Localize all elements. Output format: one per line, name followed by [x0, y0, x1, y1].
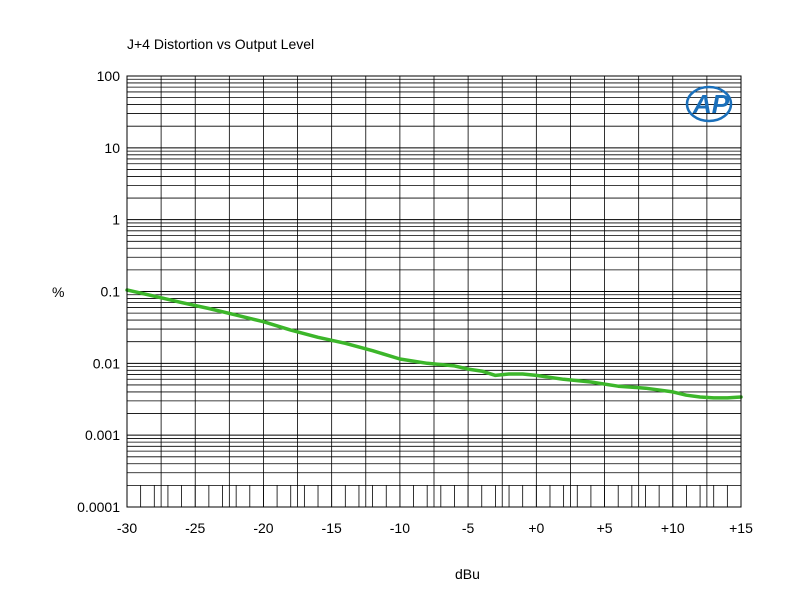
- x-tick-label: +5: [597, 520, 613, 536]
- x-tick-label: -5: [462, 520, 475, 536]
- x-tick-label: +10: [661, 520, 685, 536]
- plot-frame: [126, 75, 742, 508]
- x-tick-label: -20: [253, 520, 273, 536]
- y-tick-label: 10: [104, 140, 120, 156]
- logo-mark: AP: [692, 89, 730, 119]
- x-tick-label: -30: [117, 520, 137, 536]
- x-tick-label: +15: [729, 520, 753, 536]
- y-tick-label: 0.1: [101, 284, 121, 300]
- y-tick-label: 0.01: [93, 355, 120, 371]
- y-tick-label: 100: [97, 68, 121, 84]
- x-axis-label: dBu: [455, 566, 480, 582]
- x-tick-label: +0: [528, 520, 544, 536]
- logo-ring: [685, 85, 733, 123]
- y-tick-label: 1: [112, 212, 120, 228]
- x-tick-label: -15: [322, 520, 342, 536]
- ap-logo-icon: AP: [685, 85, 733, 123]
- series-layer: [125, 288, 743, 400]
- y-tick-label: 0.001: [85, 427, 120, 443]
- y-tick-label: 0.0001: [77, 499, 120, 515]
- x-tick-label: -25: [185, 520, 205, 536]
- tick-labels: 0.0001 0.001 0.01 0.1 1 10 100 -30 -25 -20 -15 -10 -…: [77, 68, 753, 536]
- distortion-series-line: [125, 288, 743, 400]
- x-tick-label: -10: [390, 520, 410, 536]
- y-axis-label: %: [52, 284, 65, 300]
- grid: [126, 76, 742, 508]
- chart-title: J+4 Distortion vs Output Level: [127, 36, 315, 52]
